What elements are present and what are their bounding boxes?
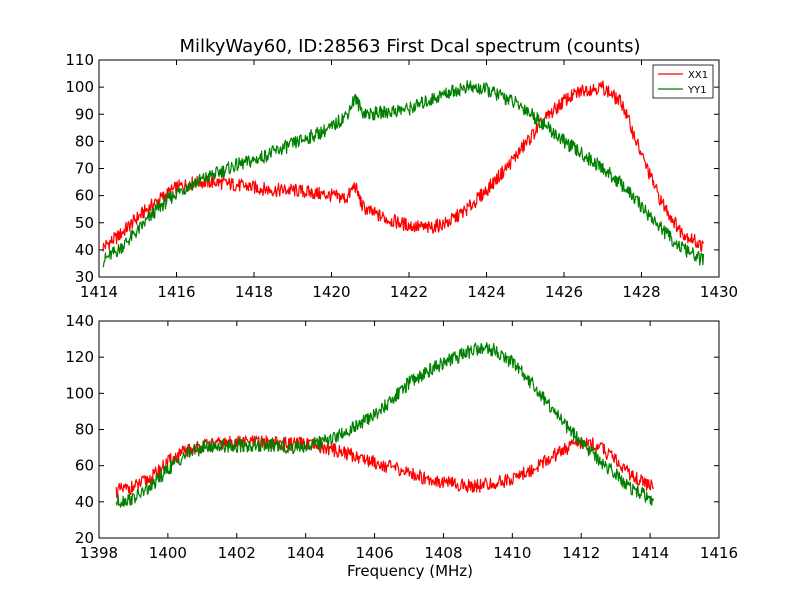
y-tick-label: 70 [75,160,94,178]
x-tick-label: 1412 [562,544,600,562]
y-tick-label: 20 [75,529,94,547]
y-tick-label: 40 [75,493,94,511]
x-tick-label: 1416 [700,544,738,562]
x-tick-label: 1426 [545,283,583,301]
legend-label-xx1: XX1 [688,70,708,81]
y-tick-label: 80 [75,421,94,439]
y-tick-label: 80 [75,132,94,150]
y-tick-label: 50 [75,214,94,232]
series-line-xx1 [102,80,705,253]
x-tick-label: 1416 [157,283,195,301]
x-tick-label: 1430 [700,283,738,301]
y-tick-label: 30 [75,268,94,286]
y-tick-label: 120 [65,348,94,366]
bottom-subplot-ticks: 1398 1400 1402 1404 1406 1408 1410 1412 1414 1416… [65,312,738,562]
y-tick-label: 110 [65,51,94,69]
y-tick-label: 100 [65,384,94,402]
x-tick-label: 1418 [235,283,273,301]
x-tick-label: 1402 [218,544,256,562]
x-tick-label: 1398 [80,544,118,562]
bottom-x-axis-label: Frequency (MHz) [347,562,473,580]
top-subplot-ticks: 1414 1416 1418 1420 1422 1424 1426 1428 1430 30 40… [65,51,738,301]
top-chart-title: MilkyWay60, ID:28563 First Dcal spectrum… [179,36,640,57]
legend: XX1 YY1 [652,64,714,99]
y-tick-label: 140 [65,312,94,330]
series-line-yy1 [102,80,705,268]
legend-label-yy1: YY1 [687,85,707,96]
series-line-yy1 [115,342,655,508]
y-tick-label: 40 [75,241,94,259]
y-tick-label: 100 [65,78,94,96]
y-tick-label: 60 [75,187,94,205]
legend-box [652,64,714,99]
y-tick-label: 90 [75,105,94,123]
top-subplot: MilkyWay60, ID:28563 First Dcal spectrum… [65,36,738,301]
x-tick-label: 1414 [80,283,118,301]
x-tick-label: 1404 [287,544,325,562]
top-subplot-series [102,80,705,268]
x-tick-label: 1414 [631,544,669,562]
x-tick-label: 1422 [390,283,428,301]
x-tick-label: 1428 [622,283,660,301]
series-line-xx1 [115,435,655,499]
y-tick-label: 60 [75,457,94,475]
x-tick-label: 1424 [467,283,505,301]
x-tick-label: 1410 [493,544,531,562]
x-tick-label: 1400 [149,544,187,562]
x-tick-label: 1408 [424,544,462,562]
x-tick-label: 1420 [312,283,350,301]
bottom-subplot: 1398 1400 1402 1404 1406 1408 1410 1412 1414 1416… [65,312,738,580]
x-tick-label: 1406 [355,544,393,562]
bottom-subplot-series [115,342,655,508]
